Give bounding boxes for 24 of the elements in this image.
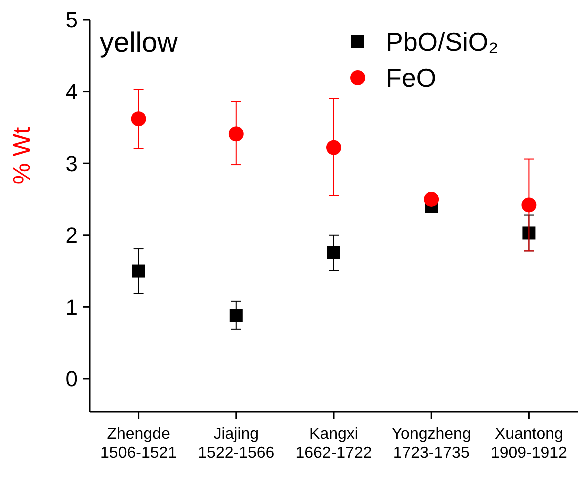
annotation: yellow [100,27,179,58]
y-tick-label: 3 [66,151,78,176]
point [228,126,244,142]
legend-label: FeO [386,63,437,94]
x-tick-label: Jiajing 1522-1566 [198,426,275,462]
x-tick-label: Zhengde 1506-1521 [100,426,178,462]
x-tick-label: Xuantong 1909-1912 [490,426,568,462]
y-tick-label: 1 [66,294,78,320]
y-axis-title: % Wt [9,127,36,185]
y-tick-label: 5 [66,8,78,33]
point [328,246,340,260]
legend-label: PbO/SiO₂ [386,27,499,58]
x-tick-label: Yongzheng 1723-1735 [392,426,472,462]
point [131,112,146,127]
point [522,226,536,240]
x-tick-label: Kangxi 1662-1722 [296,426,372,462]
point [326,140,342,156]
point [230,309,243,322]
y-tick-label: 4 [66,79,78,104]
point [424,192,440,207]
point [522,198,537,213]
y-tick-label: 0 [66,366,78,392]
y-tick-label: 2 [66,223,78,248]
point [132,264,146,278]
